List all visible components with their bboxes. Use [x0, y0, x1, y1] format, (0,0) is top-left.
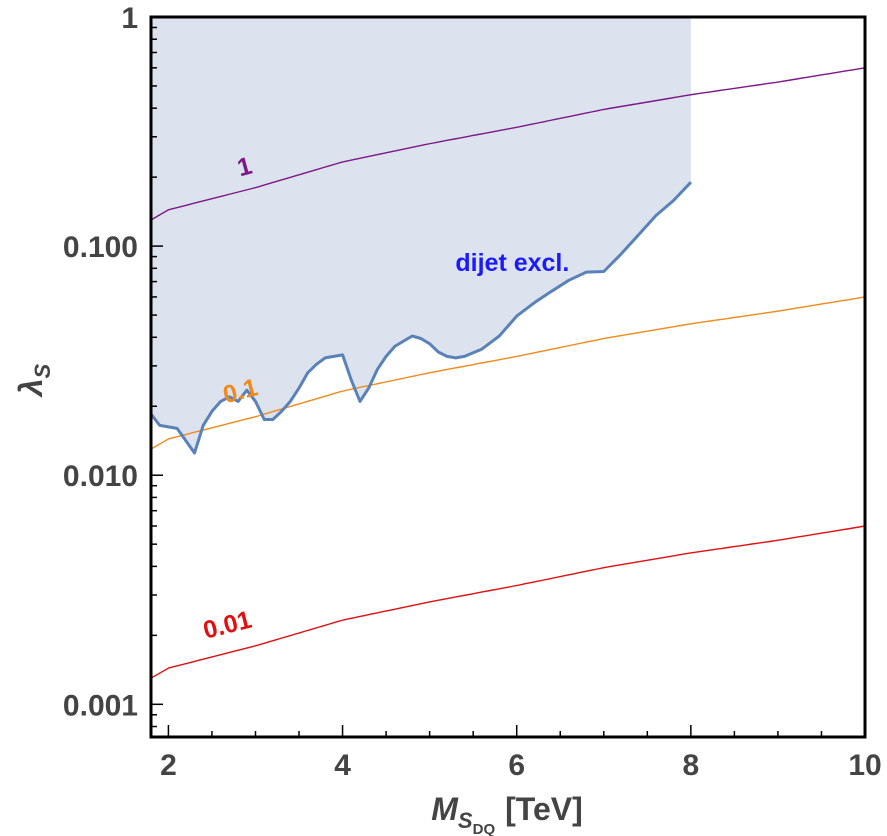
y-tick-label: 0.001 — [63, 689, 138, 722]
series-line-2 — [150, 525, 866, 679]
exclusion-boundary-line — [149, 181, 692, 455]
x-axis-label: MSDQ [TeV] — [431, 791, 582, 836]
exclusion-label: dijet excl. — [455, 249, 569, 277]
y-axis-label: λS — [13, 363, 55, 398]
y-tick-label: 1 — [121, 2, 138, 35]
x-tick-label: 4 — [334, 749, 351, 782]
x-tick-label: 10 — [848, 749, 881, 782]
x-tick-label: 6 — [508, 749, 525, 782]
y-tick-label: 0.010 — [63, 460, 138, 493]
svg-text:λS: λS — [13, 363, 55, 398]
series-label-2: 0.01 — [200, 606, 254, 645]
y-axis-label-main: λ — [13, 378, 49, 398]
x-tick-label: 8 — [683, 749, 700, 782]
x-axis-label-sub: S — [458, 808, 473, 833]
x-axis-label-subsub: DQ — [473, 821, 496, 836]
series-line-0 — [150, 67, 866, 221]
axis-ticks: 2 4 6 8 10 1 0.100 0.010 0.001 — [63, 2, 882, 782]
series-line-1 — [150, 296, 866, 450]
svg-text:MSDQ[TeV]: MSDQ [TeV] — [431, 791, 582, 836]
exclusion-region — [151, 17, 691, 453]
y-tick-label: 0.100 — [63, 231, 138, 264]
x-tick-label: 2 — [160, 749, 177, 782]
y-axis-label-sub: S — [30, 363, 55, 378]
x-axis-label-main: M — [431, 791, 459, 827]
plot-frame — [149, 15, 867, 739]
x-axis-label-unit: [TeV] — [505, 791, 583, 827]
